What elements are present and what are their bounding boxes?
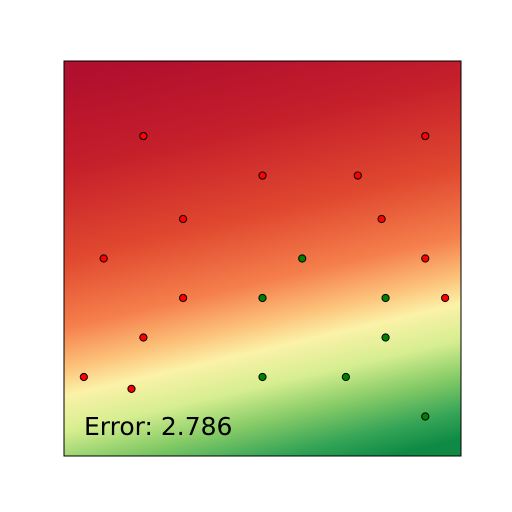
point: [258, 293, 267, 303]
point: [179, 214, 188, 224]
point: [79, 372, 88, 382]
point: [381, 333, 390, 342]
point: [441, 293, 450, 303]
point: [139, 131, 148, 141]
point: [421, 254, 430, 263]
point: [258, 171, 267, 180]
point: [421, 412, 430, 421]
point: [179, 293, 188, 303]
point: [99, 254, 108, 263]
points: [79, 131, 450, 421]
decision-surface: [64, 61, 461, 456]
point: [298, 254, 307, 263]
point: [258, 372, 267, 382]
point: [421, 131, 430, 141]
point: [381, 293, 390, 303]
point: [377, 214, 386, 224]
error-annotation: Error: 2.786: [84, 412, 232, 441]
plot-frame: [63, 60, 462, 457]
point: [341, 372, 350, 382]
point: [127, 384, 136, 393]
point: [353, 171, 362, 180]
point: [139, 333, 148, 342]
